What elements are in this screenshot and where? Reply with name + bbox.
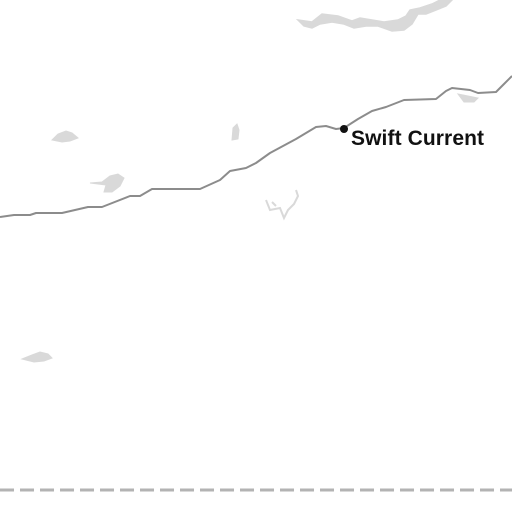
city-label: Swift Current <box>351 127 484 151</box>
city-marker <box>340 125 348 133</box>
water-features <box>22 0 478 362</box>
lake-3 <box>90 174 124 192</box>
lake-top-right <box>458 94 478 102</box>
lake-2 <box>232 124 239 140</box>
river-top <box>298 0 452 31</box>
lake-1 <box>52 131 78 142</box>
lake-4 <box>22 352 52 362</box>
creek <box>266 190 298 218</box>
